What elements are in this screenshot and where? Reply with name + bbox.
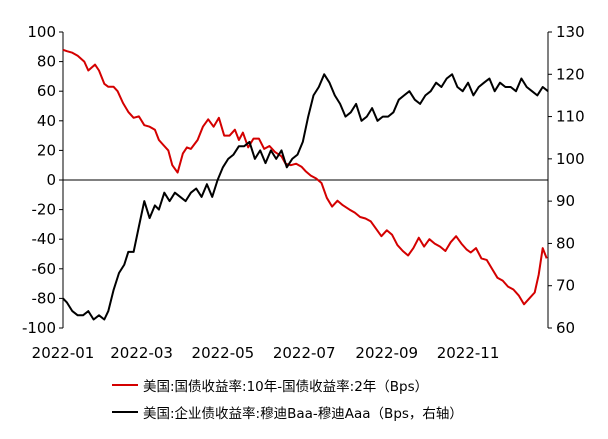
legend-entry-corporate-spread: 美国:企业债收益率:穆迪Baa-穆迪Aaa（Bps，右轴） xyxy=(112,402,463,422)
legend-label-corporate-spread: 美国:企业债收益率:穆迪Baa-穆迪Aaa（Bps，右轴） xyxy=(143,406,463,422)
left-tick-label: -40 xyxy=(32,230,57,248)
left-tick-label: -20 xyxy=(32,201,57,219)
right-tick-label: 70 xyxy=(556,277,575,295)
right-tick-label: 90 xyxy=(556,192,575,210)
left-tick-label: 0 xyxy=(46,171,56,189)
left-tick-label: 20 xyxy=(37,141,56,159)
x-tick-label: 2022-05 xyxy=(192,344,255,362)
legend-label-treasury-spread: 美国:国债收益率:10年-国债收益率:2年（Bps） xyxy=(143,379,429,395)
x-tick-label: 2022-07 xyxy=(273,344,336,362)
series-line-treasury-spread xyxy=(62,48,548,306)
legend-swatch-red xyxy=(112,384,138,386)
right-tick-label: 110 xyxy=(556,108,585,126)
left-tick-label: -60 xyxy=(32,260,57,278)
right-tick-label: 100 xyxy=(556,150,585,168)
x-tick-label: 2022-11 xyxy=(437,344,500,362)
x-tick-label: 2022-01 xyxy=(32,344,95,362)
x-tick-label: 2022-03 xyxy=(110,344,173,362)
left-tick-label: 100 xyxy=(27,23,56,41)
right-tick-label: 60 xyxy=(556,319,575,337)
series-line-corporate-spread xyxy=(62,73,549,321)
left-tick-label: -80 xyxy=(32,289,57,307)
legend-entry-treasury-spread: 美国:国债收益率:10年-国债收益率:2年（Bps） xyxy=(112,375,428,395)
left-tick-label: 60 xyxy=(37,82,56,100)
right-tick-label: 120 xyxy=(556,65,585,83)
x-tick-label: 2022-09 xyxy=(355,344,418,362)
left-tick-label: -100 xyxy=(22,319,56,337)
left-tick-label: 40 xyxy=(37,112,56,130)
axes xyxy=(59,31,552,329)
series-lines xyxy=(62,48,549,321)
right-tick-label: 80 xyxy=(556,234,575,252)
tick-labels: 100 80 60 40 20 0 -20 -40 -60 -80 -100 130 120 110 100… xyxy=(22,23,585,362)
left-tick-label: 80 xyxy=(37,53,56,71)
right-tick-label: 130 xyxy=(556,23,585,41)
legend-swatch-black xyxy=(112,411,138,413)
